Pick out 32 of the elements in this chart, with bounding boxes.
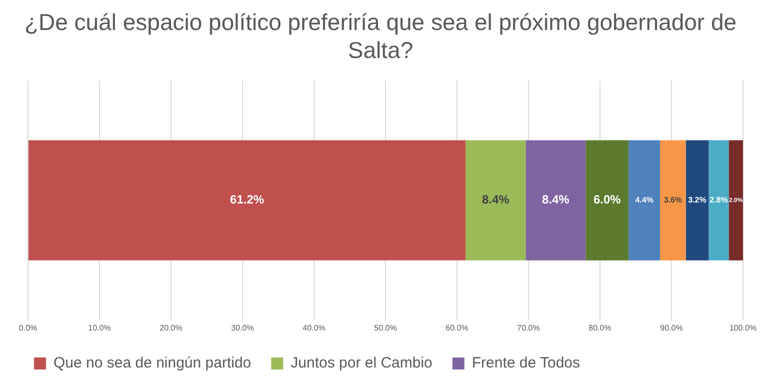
- chart-title: ¿De cuál espacio político preferiría que sea el próximo gobernador de Salta?: [23, 8, 738, 65]
- legend-label: Frente de Todos: [472, 354, 580, 372]
- bar: [28, 140, 466, 260]
- x-tick-label: 10.0%: [88, 323, 111, 332]
- data-label: 8.4%: [542, 192, 570, 207]
- x-tick-label: 0.0%: [18, 323, 38, 332]
- legend-label: Que no sea de ningún partido: [54, 354, 252, 372]
- x-tick-label: 80.0%: [588, 323, 612, 332]
- data-label: 6.0%: [593, 192, 622, 207]
- x-tick-label: 90.0%: [660, 323, 683, 332]
- data-label: 2.8%: [710, 196, 728, 205]
- legend-label: Juntos por el Cambio: [290, 354, 432, 372]
- data-label: 3.2%: [688, 196, 706, 205]
- x-tick-label: 50.0%: [374, 323, 397, 332]
- bar: [526, 140, 586, 260]
- data-label: 61.2%: [230, 192, 264, 207]
- data-label: 8.4%: [482, 192, 510, 207]
- bar: [586, 140, 629, 260]
- x-tick-label: 100.0%: [729, 323, 757, 332]
- bar: [708, 140, 729, 260]
- data-label: 3.6%: [664, 196, 682, 205]
- x-tick-label: 70.0%: [517, 323, 540, 332]
- bar: [728, 140, 743, 260]
- bar: [660, 140, 686, 260]
- bar: [466, 140, 526, 260]
- x-tick-label: 20.0%: [160, 323, 182, 332]
- x-tick-label: 60.0%: [446, 323, 468, 332]
- data-label: 4.4%: [635, 196, 654, 205]
- bar: [686, 140, 709, 260]
- bar: [628, 140, 660, 260]
- x-tick-label: 30.0%: [231, 323, 254, 332]
- x-tick-label: 40.0%: [302, 323, 326, 332]
